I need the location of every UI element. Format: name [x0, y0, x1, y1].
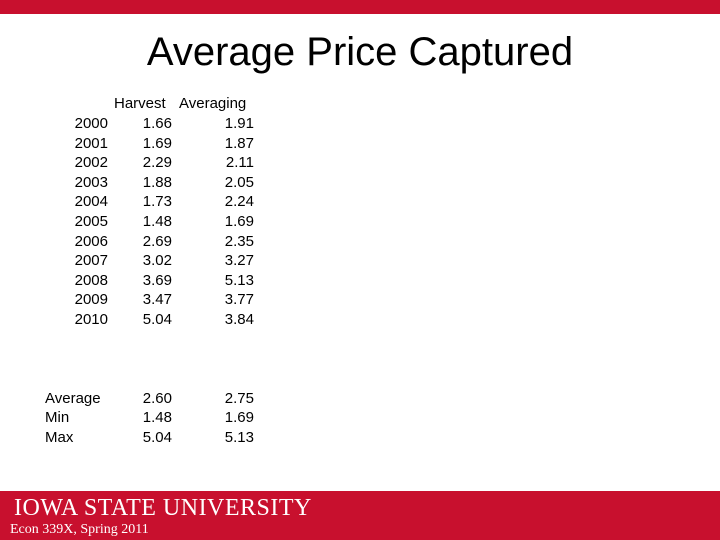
- summary-label: Min: [45, 409, 70, 426]
- summary-averaging: 2.75: [224, 390, 254, 407]
- course-label: Econ 339X, Spring 2011: [10, 522, 149, 537]
- university-logo: IOWA STATE UNIVERSITY: [14, 495, 312, 521]
- row-year: 2010: [74, 311, 108, 328]
- slide-title: Average Price Captured: [146, 30, 574, 74]
- header-averaging: Averaging: [179, 95, 247, 112]
- row-averaging: 2.24: [224, 193, 254, 210]
- row-year: 2006: [74, 233, 108, 250]
- summary-harvest: 1.48: [142, 409, 172, 426]
- row-year: 2000: [74, 115, 108, 132]
- row-averaging: 3.84: [224, 311, 254, 328]
- row-harvest: 1.48: [142, 213, 172, 230]
- row-year: 2009: [74, 291, 108, 308]
- row-harvest: 1.88: [142, 174, 172, 191]
- row-year: 2007: [74, 252, 108, 269]
- row-harvest: 3.47: [142, 291, 172, 308]
- summary-label: Average: [45, 390, 101, 407]
- top-accent-bar: [0, 0, 720, 14]
- row-year: 2003: [74, 174, 108, 191]
- summary-averaging: 5.13: [224, 429, 254, 446]
- summary-harvest: 5.04: [142, 429, 172, 446]
- row-year: 2005: [74, 213, 108, 230]
- row-averaging: 1.87: [224, 135, 254, 152]
- row-harvest: 2.69: [142, 233, 172, 250]
- row-harvest: 3.02: [142, 252, 172, 269]
- row-averaging: 2.05: [224, 174, 254, 191]
- row-harvest: 5.04: [142, 311, 172, 328]
- summary-label: Max: [45, 429, 74, 446]
- header-harvest: Harvest: [114, 95, 166, 112]
- row-averaging: 1.91: [224, 115, 254, 132]
- footer-bar: IOWA STATE UNIVERSITY Econ 339X, Spring …: [0, 491, 720, 540]
- row-averaging: 2.11: [225, 154, 254, 171]
- row-harvest: 3.69: [142, 272, 172, 289]
- row-year: 2002: [74, 154, 108, 171]
- summary-averaging: 1.69: [224, 409, 254, 426]
- row-averaging: 1.69: [224, 213, 254, 230]
- row-year: 2008: [74, 272, 108, 289]
- row-averaging: 3.77: [224, 291, 254, 308]
- row-averaging: 3.27: [224, 252, 254, 269]
- row-harvest: 1.73: [142, 193, 172, 210]
- row-harvest: 1.66: [142, 115, 172, 132]
- row-year: 2001: [74, 135, 108, 152]
- row-harvest: 1.69: [142, 135, 172, 152]
- row-averaging: 5.13: [224, 272, 254, 289]
- row-year: 2004: [74, 193, 108, 210]
- row-harvest: 2.29: [142, 154, 172, 171]
- summary-harvest: 2.60: [142, 390, 172, 407]
- row-averaging: 2.35: [224, 233, 254, 250]
